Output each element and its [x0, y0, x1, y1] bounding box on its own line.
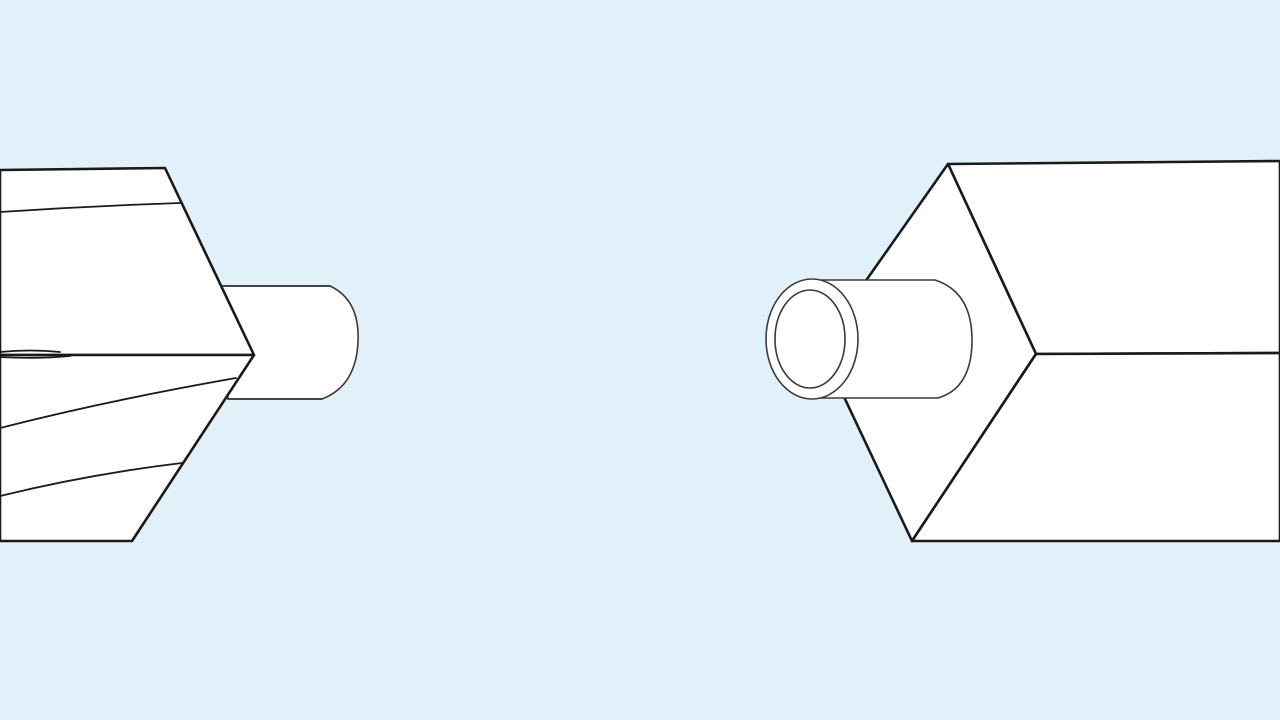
left-post-lower-face — [0, 353, 256, 543]
left-post-upper-face — [0, 166, 256, 357]
left-post-grain — [0, 202, 237, 542]
right-post-lower-face — [910, 351, 1280, 543]
left-timber-post — [0, 166, 359, 543]
right-timber-post — [765, 159, 1280, 543]
left-tenon — [221, 285, 359, 400]
right-tube-socket — [765, 278, 973, 400]
tube-opening-inner — [774, 289, 846, 389]
